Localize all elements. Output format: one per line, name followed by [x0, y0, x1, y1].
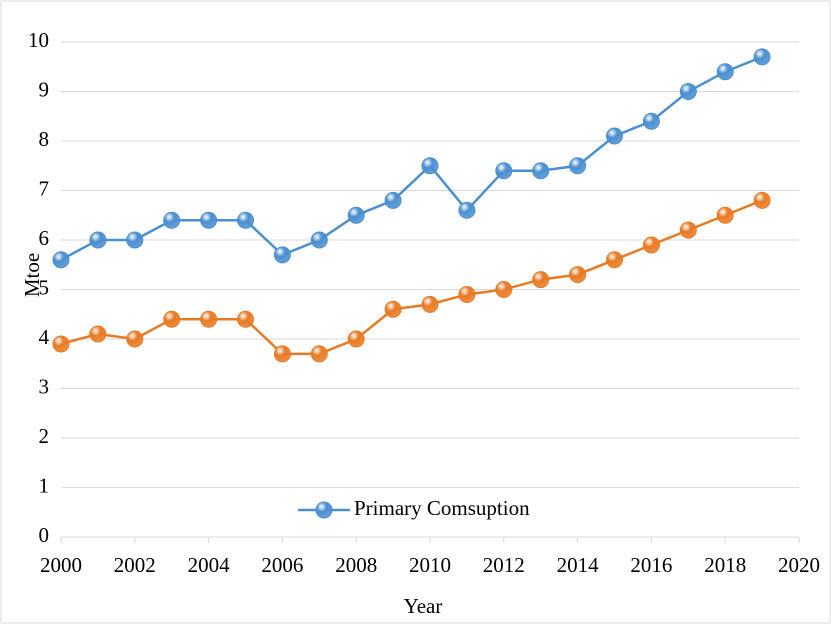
marker	[89, 325, 107, 343]
y-tick-label: 10	[28, 28, 49, 52]
marker	[126, 231, 144, 249]
marker	[237, 211, 254, 229]
y-tick-label: 3	[39, 374, 50, 398]
marker	[273, 345, 291, 363]
marker	[716, 206, 734, 224]
marker	[606, 251, 623, 269]
marker	[679, 83, 697, 100]
marker	[163, 310, 181, 328]
x-tick-label: 2010	[409, 553, 451, 577]
marker	[495, 281, 513, 298]
marker	[532, 162, 550, 180]
x-tick-label: 2002	[114, 553, 156, 577]
x-tick-label: 2012	[483, 553, 525, 577]
marker	[495, 162, 513, 180]
x-tick-label: 2016	[630, 553, 672, 577]
y-tick-label: 7	[39, 176, 50, 200]
y-tick-label: 0	[39, 523, 50, 547]
marker	[569, 157, 587, 175]
marker	[347, 330, 365, 348]
y-tick-label: 9	[39, 77, 50, 101]
x-axis-label: Year	[404, 594, 443, 618]
x-tick-label: 2020	[778, 553, 820, 577]
x-tick-label: 2000	[40, 553, 82, 577]
legend-marker	[315, 501, 333, 519]
marker	[163, 211, 181, 229]
marker	[384, 300, 402, 318]
y-tick-label: 6	[39, 226, 50, 250]
y-tick-label: 5	[39, 275, 50, 299]
marker	[753, 48, 771, 66]
marker	[753, 191, 771, 209]
x-tick-label: 2004	[188, 553, 231, 577]
marker	[716, 63, 734, 81]
marker	[310, 345, 328, 363]
marker	[421, 157, 439, 175]
x-tick-label: 2008	[335, 553, 377, 577]
marker	[273, 246, 291, 264]
marker	[458, 285, 476, 303]
marker	[52, 335, 70, 353]
y-axis-label: Mtoe	[20, 253, 44, 297]
marker	[52, 251, 70, 269]
marker	[679, 221, 697, 239]
marker	[347, 206, 365, 224]
marker	[642, 112, 660, 130]
marker	[642, 236, 660, 254]
y-tick-label: 4	[39, 325, 50, 349]
marker	[458, 201, 476, 219]
y-tick-label: 1	[39, 473, 50, 497]
marker	[89, 231, 107, 249]
marker	[237, 310, 254, 328]
marker	[569, 266, 587, 284]
y-tick-label: 2	[39, 424, 50, 448]
marker	[606, 127, 623, 145]
marker	[421, 295, 439, 313]
y-tick-label: 8	[39, 127, 50, 151]
x-tick-label: 2006	[261, 553, 303, 577]
marker	[310, 231, 328, 249]
x-tick-label: 2014	[557, 553, 600, 577]
marker	[532, 271, 550, 289]
marker	[200, 310, 218, 328]
legend-label: Primary Comsuption	[354, 496, 530, 520]
marker	[200, 211, 218, 229]
marker	[384, 191, 402, 209]
marker	[126, 330, 144, 348]
x-tick-label: 2018	[704, 553, 746, 577]
